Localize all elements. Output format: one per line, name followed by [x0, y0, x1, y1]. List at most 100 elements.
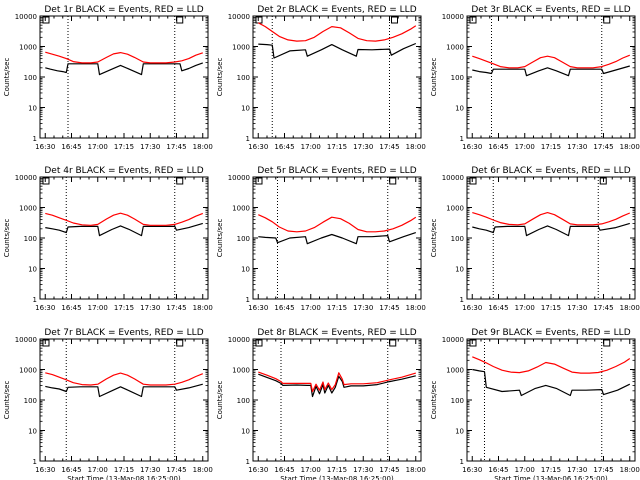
y-tick-label: 1000	[232, 367, 250, 375]
events-series-line	[45, 383, 203, 398]
plot-frame	[39, 338, 209, 462]
panel-title: Det 4r BLACK = Events, RED = LLD	[44, 166, 203, 176]
x-tick-label: 16:30	[35, 143, 55, 151]
y-tick-label: 1000	[446, 205, 464, 213]
x-tick-label: 17:30	[567, 466, 587, 474]
x-tick-label: 16:45	[274, 466, 294, 474]
x-tick-label: 17:30	[567, 143, 587, 151]
panel-title: Det 6r BLACK = Events, RED = LLD	[471, 166, 630, 176]
y-axis-label: Counts/sec	[3, 381, 11, 420]
x-tick-label: 17:00	[515, 304, 535, 312]
x-tick-label: 16:45	[488, 466, 508, 474]
x-tick-label: 17:15	[541, 304, 561, 312]
detector-panel: Det 1r BLACK = Events, RED = LLD Counts/s…	[3, 5, 213, 151]
y-tick-label: 1000	[19, 205, 37, 213]
detector-panel: Det 3r BLACK = Events, RED = LLD Counts/s…	[430, 5, 640, 151]
y-tick-label: 10	[241, 105, 250, 113]
events-series-line	[258, 42, 417, 59]
x-axis-label: Start Time (13-Mar-08 16:25:00)	[280, 475, 394, 480]
y-tick-label: 10000	[228, 13, 250, 21]
x-tick-label: 16:30	[462, 466, 482, 474]
corner-box-left	[42, 16, 50, 24]
x-tick-label: 16:30	[248, 466, 268, 474]
corner-box-right	[391, 16, 398, 24]
y-tick-label: 100	[24, 397, 37, 405]
y-tick-label: 1	[460, 135, 464, 143]
x-tick-label: 17:15	[327, 304, 347, 312]
panel-title: Det 1r BLACK = Events, RED = LLD	[44, 5, 203, 15]
y-tick-label: 1	[33, 296, 37, 304]
y-axis-label: Counts/sec	[3, 219, 11, 258]
y-tick-label: 10000	[15, 336, 37, 344]
x-tick-label: 18:00	[620, 304, 640, 312]
y-tick-label: 100	[451, 235, 464, 243]
corner-box-left	[469, 177, 477, 185]
plot-frame	[466, 176, 636, 300]
x-tick-label: 16:45	[274, 304, 294, 312]
plot-frame	[39, 176, 209, 300]
panel-title: Det 7r BLACK = Events, RED = LLD	[44, 328, 203, 338]
x-tick-label: 17:45	[379, 304, 399, 312]
x-tick-label: 18:00	[620, 143, 640, 151]
lld-series-line	[45, 212, 204, 226]
y-axis-label: Counts/sec	[430, 58, 438, 97]
y-tick-label: 10	[455, 266, 464, 274]
x-tick-label: 17:15	[327, 143, 347, 151]
y-tick-label: 1	[246, 296, 250, 304]
plot-frame	[39, 15, 209, 139]
panel-title: Det 2r BLACK = Events, RED = LLD	[257, 5, 416, 15]
y-tick-label: 1	[460, 458, 464, 466]
detector-panel: Det 8r BLACK = Events, RED = LLD Counts/s…	[216, 328, 426, 480]
x-tick-label: 18:00	[406, 143, 426, 151]
x-tick-label: 16:45	[61, 466, 81, 474]
lld-series-line	[258, 214, 417, 233]
x-tick-label: 16:30	[248, 143, 268, 151]
x-tick-label: 17:45	[379, 466, 399, 474]
x-tick-label: 16:30	[35, 304, 55, 312]
x-tick-label: 17:00	[88, 304, 108, 312]
x-tick-label: 16:30	[462, 304, 482, 312]
y-axis-label: Counts/sec	[216, 219, 224, 258]
x-tick-label: 17:15	[114, 466, 134, 474]
corner-box-right	[176, 177, 184, 185]
x-tick-label: 18:00	[406, 304, 426, 312]
y-tick-label: 10	[455, 105, 464, 113]
x-tick-label: 18:00	[406, 466, 426, 474]
corner-box-right	[176, 339, 184, 347]
detector-panel: Det 9r BLACK = Events, RED = LLD Counts/s…	[430, 328, 640, 480]
y-axis-label: Counts/sec	[216, 381, 224, 420]
corner-box-left	[255, 177, 263, 185]
y-tick-label: 10000	[15, 174, 37, 182]
plot-frame	[252, 15, 422, 139]
x-tick-label: 17:15	[114, 143, 134, 151]
y-axis-label: Counts/sec	[430, 381, 438, 420]
x-tick-label: 17:15	[541, 143, 561, 151]
y-tick-label: 1	[33, 135, 37, 143]
events-series-line	[472, 368, 631, 397]
y-tick-label: 100	[24, 74, 37, 82]
y-tick-label: 10000	[442, 174, 464, 182]
y-tick-label: 1	[246, 135, 250, 143]
events-series-line	[45, 62, 204, 76]
lld-series-line	[472, 212, 631, 226]
x-tick-label: 18:00	[193, 304, 213, 312]
y-tick-label: 100	[237, 397, 250, 405]
y-tick-label: 10000	[442, 336, 464, 344]
corner-box-right	[603, 16, 611, 24]
y-tick-label: 10	[28, 105, 37, 113]
panel-title: Det 8r BLACK = Events, RED = LLD	[257, 328, 416, 338]
x-tick-label: 17:00	[88, 143, 108, 151]
y-tick-label: 1000	[232, 205, 250, 213]
y-tick-label: 10	[28, 428, 37, 436]
lld-series-line	[472, 356, 631, 374]
y-tick-label: 10000	[15, 13, 37, 21]
detector-panel: Det 2r BLACK = Events, RED = LLD Counts/s…	[216, 5, 426, 151]
x-tick-label: 17:30	[140, 304, 160, 312]
x-tick-label: 16:45	[61, 143, 81, 151]
panel-title: Det 9r BLACK = Events, RED = LLD	[471, 328, 630, 338]
lld-series-line	[45, 372, 204, 386]
x-tick-label: 16:45	[274, 143, 294, 151]
x-tick-label: 16:45	[61, 304, 81, 312]
events-series-line	[258, 373, 416, 398]
y-tick-label: 10	[241, 266, 250, 274]
